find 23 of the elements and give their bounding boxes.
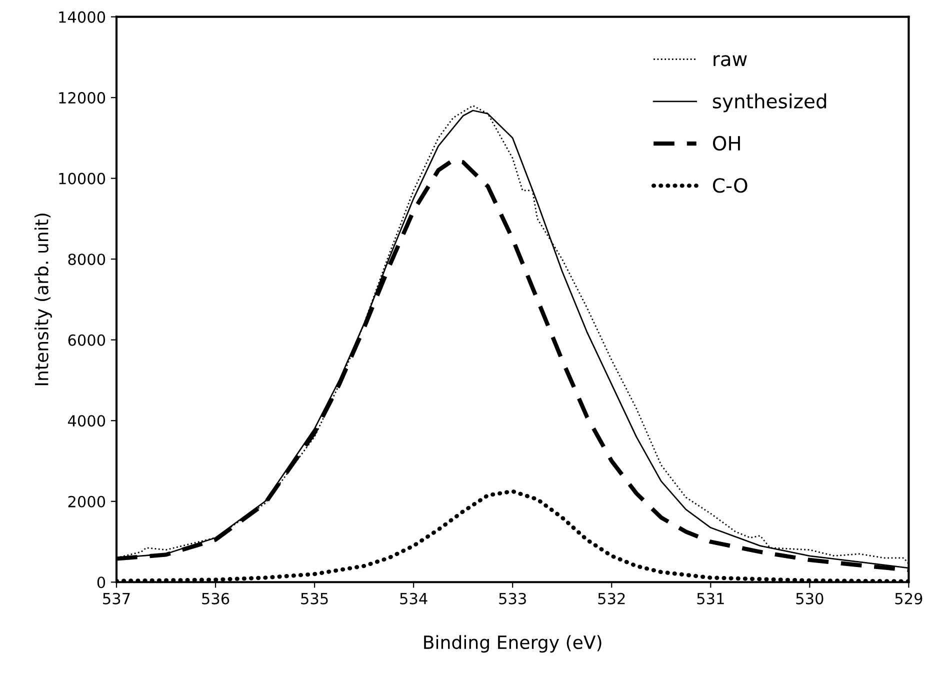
y-tick-label: 6000 xyxy=(68,334,106,346)
x-axis-title: Binding Energy (eV) xyxy=(424,635,602,653)
y-tick-label: 8000 xyxy=(68,254,106,266)
y-tick-label: 0 xyxy=(97,576,106,588)
y-tick-label: 2000 xyxy=(68,496,106,508)
x-tick-label: 535 xyxy=(301,592,328,604)
x-tick-label: 537 xyxy=(103,592,130,604)
x-tick-label: 533 xyxy=(499,592,526,604)
y-tick-label: 12000 xyxy=(59,92,106,104)
x-tick-label: 529 xyxy=(895,592,922,604)
y-tick-label: 10000 xyxy=(59,172,106,184)
y-tick-label: 14000 xyxy=(59,11,106,23)
x-tick-label: 536 xyxy=(202,592,230,604)
x-tick-label: 532 xyxy=(598,592,625,604)
x-tick-label: 531 xyxy=(697,592,724,604)
x-tick-label: 534 xyxy=(400,592,428,604)
legend-label: OH xyxy=(713,136,740,151)
legend-label: synthesized xyxy=(712,93,826,112)
x-tick-label: 530 xyxy=(796,592,824,604)
legend-label: raw xyxy=(714,55,747,66)
legend-label: C-O xyxy=(713,178,748,193)
y-axis-title: Intensity (arb. unit) xyxy=(34,214,52,386)
y-tick-label: 4000 xyxy=(68,415,106,427)
